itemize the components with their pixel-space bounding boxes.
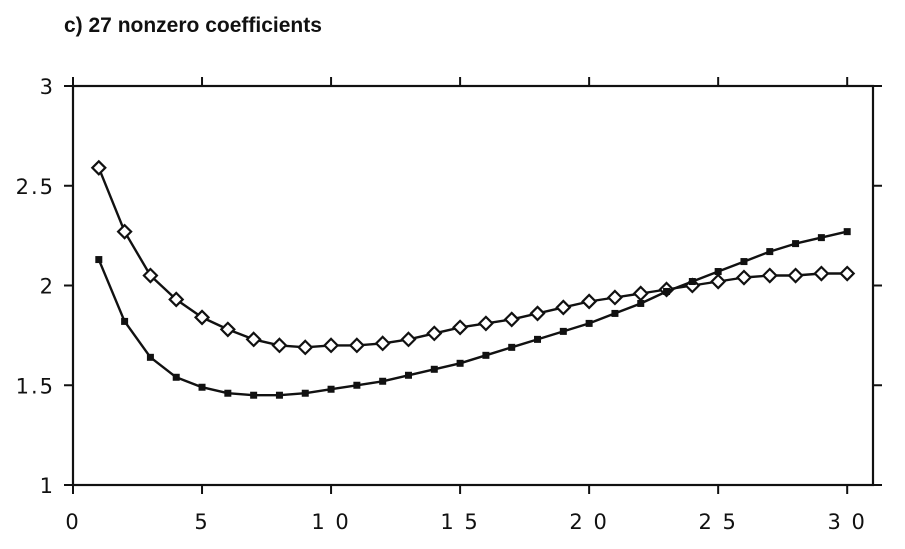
data-point-square — [740, 258, 748, 266]
series-1 — [90, 159, 856, 356]
data-point-diamond — [452, 319, 469, 336]
data-point-diamond — [529, 305, 546, 322]
data-point-diamond — [426, 325, 443, 342]
y-tick-label: 2.5 — [16, 175, 55, 199]
data-point-diamond — [632, 285, 649, 302]
data-point-square — [327, 385, 335, 393]
data-point-square — [792, 240, 800, 248]
y-tick-label: 1 — [40, 474, 55, 498]
data-point-square — [714, 268, 722, 276]
data-point-diamond — [761, 267, 778, 284]
data-point-diamond — [219, 321, 236, 338]
data-point-square — [817, 234, 825, 242]
data-point-square — [121, 317, 129, 325]
data-point-square — [250, 391, 258, 399]
series-line — [97, 230, 848, 397]
data-point-square — [482, 351, 490, 359]
x-tick-label: 0 — [65, 510, 80, 534]
data-point-diamond — [374, 335, 391, 352]
y-tick-label: 1.5 — [16, 374, 55, 398]
y-tick-label: 3 — [40, 75, 55, 99]
axes: 0 5 1 0 1 5 2 0 2 5 3 0 1 1.5 2 2.5 3 — [16, 75, 882, 534]
plot-series — [90, 159, 856, 399]
series-line — [97, 167, 848, 349]
data-point-square — [766, 248, 774, 256]
data-point-diamond — [348, 337, 365, 354]
data-point-diamond — [245, 331, 262, 348]
data-point-square — [353, 381, 361, 389]
data-point-square — [301, 389, 309, 397]
data-point-diamond — [142, 267, 159, 284]
data-point-square — [688, 278, 696, 286]
x-tick-label: 2 0 — [569, 510, 608, 534]
data-point-diamond — [400, 331, 417, 348]
data-point-square — [534, 335, 542, 343]
data-point-square — [172, 373, 180, 381]
data-point-square — [663, 287, 671, 295]
x-tick-label: 5 — [194, 510, 209, 534]
data-point-diamond — [90, 159, 107, 176]
data-point-square — [275, 391, 283, 399]
x-tick-label: 2 5 — [698, 510, 737, 534]
data-point-square — [146, 353, 154, 361]
y-tick-label: 2 — [40, 275, 55, 299]
data-point-diamond — [710, 273, 727, 290]
data-point-diamond — [168, 291, 185, 308]
data-point-square — [559, 327, 567, 335]
data-point-diamond — [787, 267, 804, 284]
data-point-square — [585, 319, 593, 327]
series-2 — [95, 228, 851, 399]
data-point-square — [224, 389, 232, 397]
x-tick-label: 3 0 — [827, 510, 866, 534]
data-point-square — [456, 359, 464, 367]
x-tick-label: 1 0 — [311, 510, 350, 534]
data-point-square — [379, 377, 387, 385]
data-point-diamond — [839, 265, 856, 282]
data-point-diamond — [581, 293, 598, 310]
chart-title: c) 27 nonzero coefficients — [64, 14, 322, 37]
data-point-diamond — [193, 309, 211, 326]
data-point-diamond — [297, 339, 314, 356]
data-point-diamond — [271, 337, 288, 354]
x-tick-label: 1 5 — [440, 510, 479, 534]
data-point-square — [637, 299, 645, 307]
data-point-square — [611, 309, 619, 317]
data-point-square — [508, 343, 516, 351]
data-point-square — [430, 365, 438, 373]
data-point-diamond — [503, 311, 520, 328]
data-point-diamond — [555, 299, 572, 316]
data-point-diamond — [323, 337, 340, 354]
data-point-square — [404, 371, 412, 379]
data-point-square — [198, 383, 206, 391]
data-point-diamond — [477, 315, 494, 332]
data-point-diamond — [813, 265, 830, 282]
data-point-square — [95, 256, 103, 264]
data-point-diamond — [606, 289, 623, 306]
plot-frame — [71, 84, 875, 487]
data-point-square — [843, 228, 851, 236]
data-point-diamond — [116, 223, 133, 240]
data-point-diamond — [735, 269, 753, 286]
